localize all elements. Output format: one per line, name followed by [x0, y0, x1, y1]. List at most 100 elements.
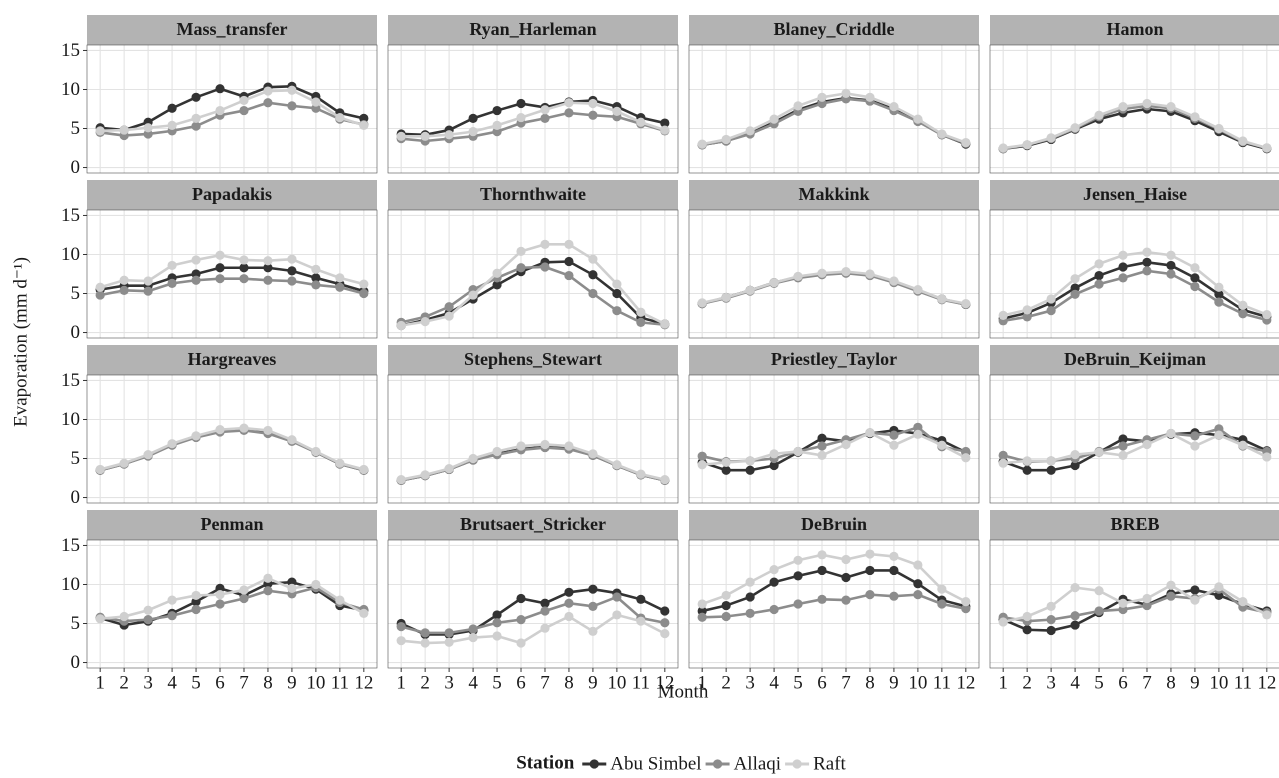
data-point: [444, 464, 454, 474]
data-point: [636, 307, 646, 317]
data-point: [660, 606, 670, 616]
data-point: [492, 105, 502, 116]
data-point: [889, 276, 899, 286]
data-point: [961, 597, 971, 607]
x-tick-label: 8: [263, 672, 273, 693]
data-point: [420, 638, 430, 648]
data-point: [1214, 430, 1224, 440]
data-point: [1070, 123, 1080, 133]
data-point: [167, 120, 177, 130]
x-tick-label: 8: [865, 672, 875, 693]
data-point: [660, 319, 670, 329]
data-point: [1070, 274, 1080, 284]
data-point: [1094, 447, 1104, 457]
x-tick-label: 11: [632, 672, 650, 693]
strip: [388, 15, 678, 45]
data-point: [396, 131, 406, 141]
data-point: [1046, 456, 1056, 466]
data-point: [1094, 606, 1104, 616]
panel-background: [990, 540, 1279, 668]
data-point: [612, 288, 622, 299]
x-tick-label: 6: [516, 672, 526, 693]
data-point: [913, 285, 923, 295]
data-point: [865, 92, 875, 102]
data-point: [540, 262, 550, 272]
data-point: [359, 288, 369, 299]
data-point: [516, 112, 526, 123]
data-point: [492, 631, 502, 641]
data-point: [263, 263, 273, 273]
data-point: [564, 587, 574, 597]
data-point: [191, 92, 201, 102]
y-tick-label: 15: [61, 535, 80, 556]
data-point: [697, 460, 707, 470]
data-point: [215, 590, 225, 600]
data-point: [468, 290, 478, 300]
data-point: [396, 622, 406, 632]
data-point: [998, 458, 1008, 468]
data-point: [769, 604, 779, 615]
data-point: [287, 435, 297, 445]
legend-title: Station: [516, 752, 575, 773]
x-tick-label: 12: [956, 672, 975, 693]
x-tick-label: 7: [1142, 672, 1152, 693]
data-point: [564, 441, 574, 451]
data-point: [1022, 611, 1032, 622]
data-point: [1142, 266, 1152, 276]
data-point: [420, 317, 430, 327]
data-point: [287, 101, 297, 111]
data-point: [1070, 460, 1080, 471]
x-tick-label: 9: [287, 672, 297, 693]
x-tick-label: 9: [588, 672, 598, 693]
x-tick-label: 11: [331, 672, 349, 693]
data-point: [396, 474, 406, 485]
data-point: [263, 256, 273, 266]
strip-title: Stephens_Stewart: [464, 349, 602, 369]
panel-border: [688, 539, 980, 669]
y-tick-label: 0: [71, 487, 81, 508]
x-tick-label: 2: [420, 672, 430, 693]
x-tick-label: 5: [793, 672, 803, 693]
x-tick-label: 12: [655, 672, 674, 693]
data-point: [335, 112, 345, 123]
data-point: [564, 256, 574, 267]
x-tick-label: 8: [564, 672, 574, 693]
data-point: [492, 280, 502, 290]
data-point: [215, 274, 225, 284]
data-point: [311, 273, 321, 283]
data-point: [745, 456, 755, 466]
data-point: [721, 134, 731, 145]
data-point: [191, 590, 201, 601]
facet-panel: Ryan_Harleman: [387, 15, 679, 174]
data-point: [167, 595, 177, 605]
data-point: [612, 279, 622, 289]
data-point: [1214, 582, 1224, 592]
data-point: [335, 273, 345, 283]
data-point: [660, 629, 670, 639]
data-point: [769, 449, 779, 459]
y-tick-label: 10: [61, 79, 80, 100]
strip-title: Penman: [201, 514, 264, 534]
panel-border: [989, 44, 1279, 174]
data-point: [1022, 312, 1032, 322]
facet-panel: Blaney_Criddle: [688, 15, 980, 174]
data-point: [215, 425, 225, 435]
data-point: [119, 275, 129, 285]
data-point: [889, 102, 899, 112]
data-point: [745, 465, 755, 475]
data-point: [359, 464, 369, 475]
strip: [990, 510, 1279, 540]
data-point: [95, 126, 105, 136]
panel-border: [989, 374, 1279, 504]
data-point: [468, 632, 478, 643]
strip-title: Mass_transfer: [177, 19, 288, 39]
facet-panel: Makkink: [688, 180, 980, 339]
strip-title: DeBruin: [801, 514, 867, 534]
data-point: [1046, 306, 1056, 316]
panel-border: [688, 209, 980, 339]
data-point: [841, 88, 851, 98]
data-point: [889, 430, 899, 440]
data-point: [516, 441, 526, 451]
